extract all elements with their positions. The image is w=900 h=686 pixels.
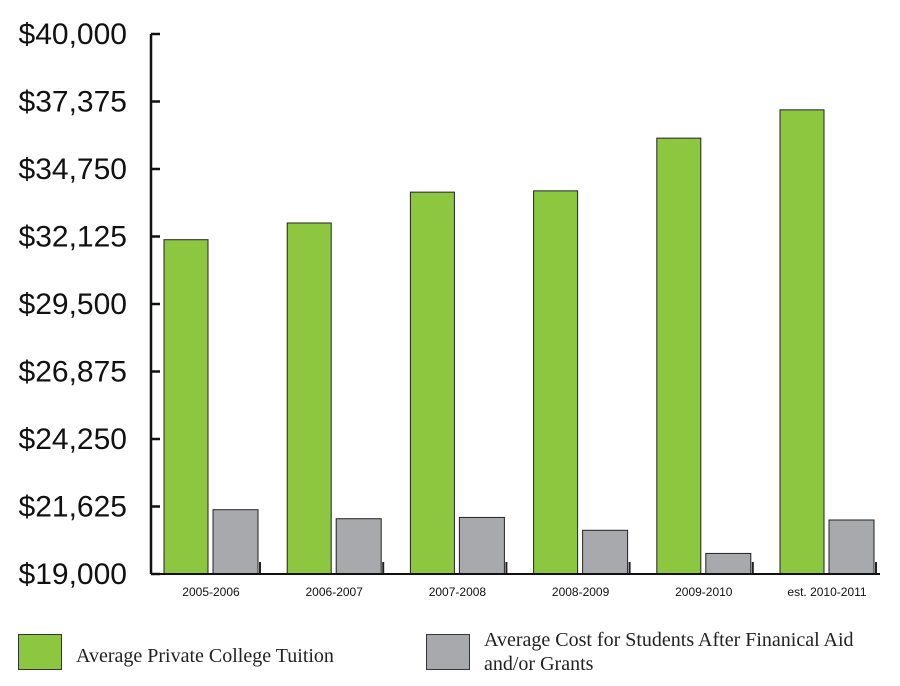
y-tick-label: $21,625 bbox=[19, 491, 127, 524]
x-tick-label: 2007-2008 bbox=[429, 585, 487, 599]
y-tick-label: $34,750 bbox=[19, 153, 127, 186]
legend: Average Private College Tuition Average … bbox=[0, 628, 900, 686]
bar-tuition bbox=[533, 190, 579, 575]
bar-net-cost bbox=[212, 509, 259, 575]
y-tick-label: $32,125 bbox=[19, 221, 127, 254]
legend-swatch-net-cost bbox=[426, 634, 470, 670]
x-axis: 2005-2006 2006-2007 2007-2008 2008-2009 2009… bbox=[151, 573, 880, 599]
y-tick-label: $24,250 bbox=[19, 423, 127, 456]
bar-net-cost bbox=[335, 518, 382, 575]
bar-net-cost bbox=[582, 529, 629, 575]
y-tick-label: $40,000 bbox=[19, 18, 127, 51]
bar-net-cost bbox=[458, 516, 505, 575]
legend-label-tuition: Average Private College Tuition bbox=[76, 645, 334, 667]
x-tick-label: 2009-2010 bbox=[675, 585, 733, 599]
bar-tuition bbox=[779, 109, 825, 575]
y-tick-label: $29,500 bbox=[19, 288, 127, 321]
bars bbox=[163, 109, 877, 575]
bar-tuition bbox=[163, 239, 209, 575]
x-tick-label: 2006-2007 bbox=[306, 585, 364, 599]
legend-label-net-cost: Average Cost for Students After Finanica… bbox=[484, 629, 854, 675]
y-tick-label: $26,875 bbox=[19, 356, 127, 389]
legend-item-net-cost: Average Cost for Students After Finanica… bbox=[426, 628, 894, 676]
bar-net-cost bbox=[705, 552, 752, 575]
x-tick-label: 2008-2009 bbox=[552, 585, 610, 599]
y-tick-label: $19,000 bbox=[19, 558, 127, 591]
x-tick-label: 2005-2006 bbox=[182, 585, 240, 599]
bar-net-cost bbox=[828, 519, 875, 575]
bar-chart: $19,000 $21,625 $24,250 $26,875 $29,500 $32,1… bbox=[19, 18, 880, 599]
x-tick-label: est. 2010-2011 bbox=[787, 585, 866, 599]
legend-swatch-tuition bbox=[18, 634, 62, 670]
bar-tuition bbox=[409, 191, 455, 575]
legend-item-tuition: Average Private College Tuition bbox=[18, 628, 334, 670]
bar-tuition bbox=[286, 222, 332, 575]
bar-tuition bbox=[656, 137, 702, 575]
y-axis: $19,000 $21,625 $24,250 $26,875 $29,500 $32,1… bbox=[19, 18, 160, 591]
y-tick-label: $37,375 bbox=[19, 86, 127, 119]
